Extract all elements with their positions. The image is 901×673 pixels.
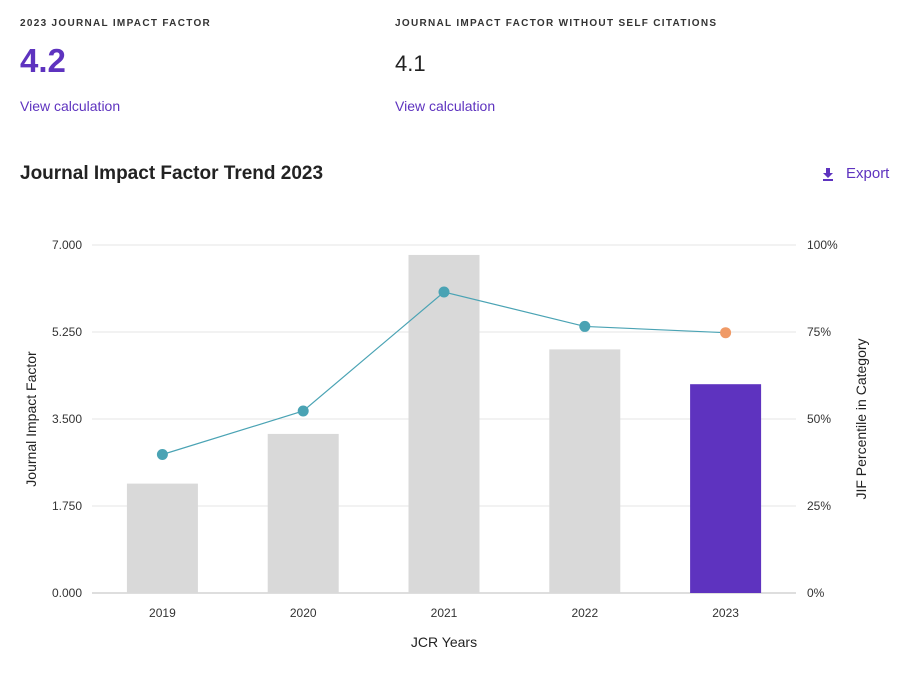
y-tick-label: 3.500	[52, 412, 82, 426]
x-tick-label: 2020	[290, 606, 317, 620]
jif-without-self-citations-value: 4.1	[395, 51, 426, 76]
bar-2022	[549, 349, 621, 593]
x-tick-label: 2021	[431, 606, 458, 620]
y2-tick-label: 100%	[807, 238, 838, 252]
y2-tick-label: 25%	[807, 499, 831, 513]
download-icon	[820, 166, 836, 182]
percentile-point-2020	[297, 405, 309, 417]
percentile-point-2019	[156, 448, 168, 460]
jif-value: 4.2	[20, 42, 66, 79]
y2-tick-label: 50%	[807, 412, 831, 426]
jif-label: 2023 JOURNAL IMPACT FACTOR	[20, 18, 212, 29]
x-axis-title: JCR Years	[411, 634, 477, 650]
percentile-point-2023	[720, 327, 732, 339]
y-tick-label: 0.000	[52, 586, 82, 600]
bar-2021	[408, 254, 480, 593]
y-axis-title: Journal Impact Factor	[23, 351, 39, 487]
bar-2023	[690, 384, 762, 593]
x-tick-label: 2019	[149, 606, 176, 620]
y-tick-label: 5.250	[52, 325, 82, 339]
y2-tick-label: 0%	[807, 586, 825, 600]
x-tick-label: 2023	[712, 606, 739, 620]
export-button[interactable]: Export	[820, 165, 889, 182]
y2-axis-title: JIF Percentile in Category	[853, 338, 869, 499]
chart-section-title: Journal Impact Factor Trend 2023	[20, 163, 324, 184]
y-tick-label: 1.750	[52, 499, 82, 513]
percentile-point-2022	[579, 320, 591, 332]
export-label: Export	[846, 165, 890, 182]
jif-without-self-citations-view-calculation-link[interactable]: View calculation	[395, 98, 496, 114]
percentile-point-2021	[438, 286, 450, 298]
bar-2020	[267, 433, 339, 593]
jif-view-calculation-link[interactable]: View calculation	[20, 98, 121, 114]
jif-without-self-citations-label: JOURNAL IMPACT FACTOR WITHOUT SELF CITAT…	[395, 18, 718, 29]
bar-2019	[126, 483, 198, 593]
x-tick-label: 2022	[571, 606, 598, 620]
y2-tick-label: 75%	[807, 325, 831, 339]
y-tick-label: 7.000	[52, 238, 82, 252]
